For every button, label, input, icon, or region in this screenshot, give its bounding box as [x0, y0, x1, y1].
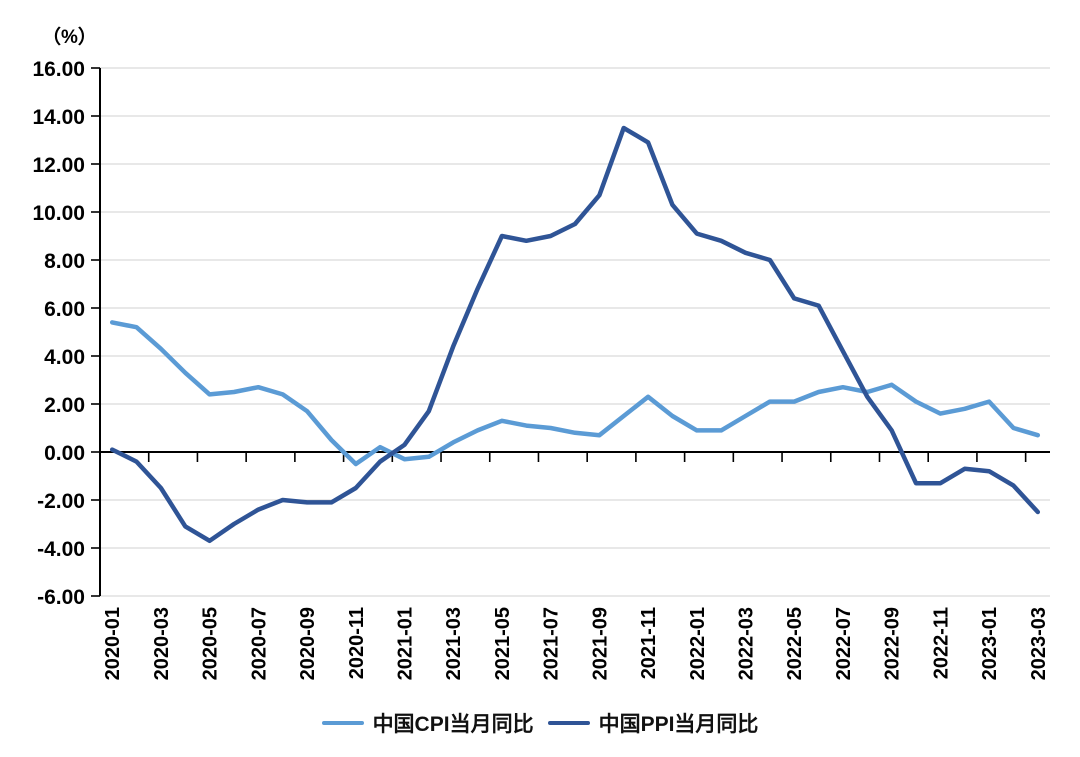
x-axis-tick-label: 2022-09 — [882, 607, 904, 680]
x-axis-tick-label: 2023-01 — [979, 607, 1001, 680]
x-axis-tick-label: 2020-05 — [200, 607, 222, 680]
legend-item-cpi: 中国CPI当月同比 — [321, 708, 534, 738]
legend-label-ppi: 中国PPI当月同比 — [598, 713, 759, 736]
x-axis-tick-label: 2022-07 — [833, 607, 855, 680]
y-axis-tick-label: -6.00 — [37, 586, 85, 609]
x-axis-tick-label: 2021-05 — [492, 607, 514, 680]
legend-label-cpi: 中国CPI当月同比 — [372, 713, 534, 736]
x-axis-tick-label: 2020-01 — [102, 607, 124, 680]
ppi-line-swatch — [547, 720, 590, 726]
legend-item-ppi: 中国PPI当月同比 — [547, 708, 759, 738]
y-axis-tick-label: -4.00 — [37, 538, 85, 561]
x-axis-tick-label: 2022-05 — [784, 607, 806, 680]
x-axis-tick-label: 2021-03 — [443, 607, 465, 680]
y-axis-tick-label: 4.00 — [44, 346, 85, 369]
y-axis-unit-label: （%） — [42, 27, 97, 48]
y-axis-tick-label: 10.00 — [32, 202, 85, 225]
x-axis-tick-label: 2021-01 — [394, 607, 416, 680]
y-axis-tick-label: 12.00 — [32, 154, 85, 177]
ppi-line — [109, 125, 1041, 544]
chart-legend: 中国CPI当月同比 中国PPI当月同比 — [0, 698, 1080, 748]
line-chart: 16.00 14.00 12.00 10.00 8.00 6.00 4.00 2.00 0.00… — [32, 58, 1050, 680]
x-axis-tick-label: 2020-11 — [346, 607, 368, 679]
y-axis-tick-label: 14.00 — [32, 106, 85, 129]
x-axis-tick-label: 2021-11 — [638, 607, 660, 679]
x-axis-tick-label: 2023-03 — [1028, 607, 1050, 680]
x-axis-tick-label: 2020-09 — [297, 607, 319, 680]
x-axis-tick-label: 2022-03 — [736, 607, 758, 680]
x-axis-tick-label: 2020-07 — [248, 607, 270, 680]
x-axis-tick-label: 2021-09 — [589, 607, 611, 680]
x-axis-tick-label: 2021-07 — [541, 607, 563, 680]
y-axis-tick-label: -2.00 — [37, 490, 85, 513]
y-axis-tick-label: 8.00 — [44, 250, 85, 273]
cpi-line-swatch — [321, 720, 364, 726]
y-axis-tick-label: 6.00 — [44, 298, 85, 321]
x-axis-tick-label: 2022-01 — [687, 607, 709, 680]
y-axis-tick-label: 2.00 — [44, 394, 85, 417]
x-axis-tick-label: 2020-03 — [151, 607, 173, 680]
x-axis-tick-label: 2022-11 — [930, 607, 952, 679]
cpi-line — [109, 320, 1041, 467]
y-axis-tick-label: 16.00 — [32, 58, 85, 81]
y-axis-tick-label: 0.00 — [44, 442, 85, 465]
